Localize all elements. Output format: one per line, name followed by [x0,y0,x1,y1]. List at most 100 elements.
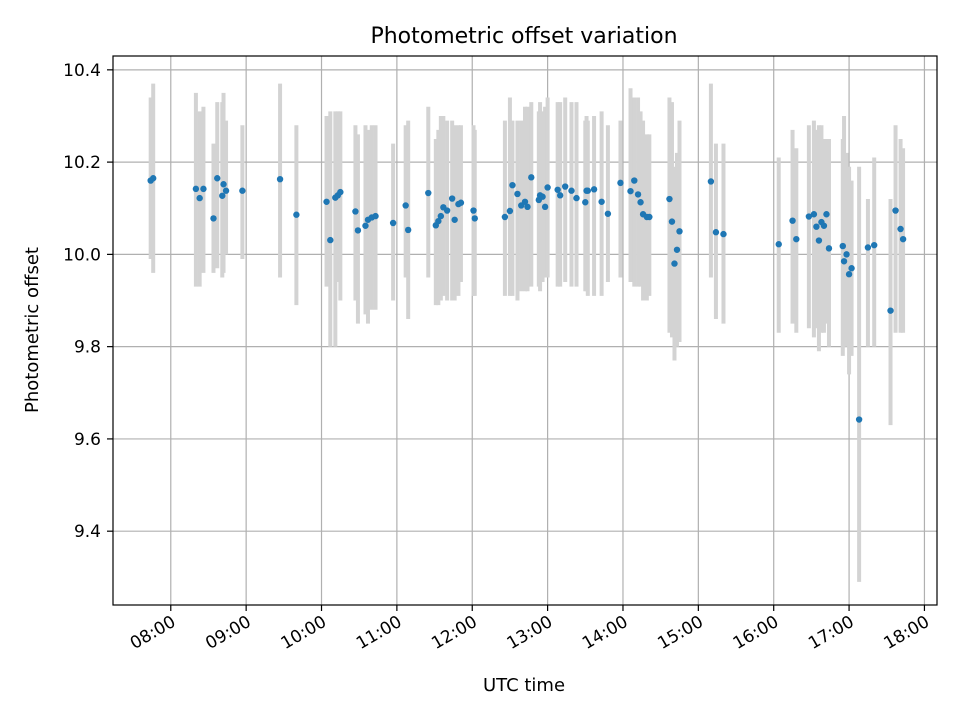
x-tick-label: 09:00 [202,612,254,654]
data-point [219,192,226,199]
data-point [514,190,521,198]
data-point [707,178,715,185]
x-tick-label: 10:00 [278,612,330,654]
x-tick-label: 16:00 [730,612,782,654]
data-point [843,251,850,258]
data-point [870,241,878,249]
data-point [544,184,551,191]
data-point [848,265,855,272]
data-point [598,198,605,205]
data-point [845,271,853,278]
data-point [220,181,227,188]
x-axis-label: UTC time [483,675,565,696]
data-points [147,174,907,423]
data-point [457,199,465,206]
y-tick-label: 10.2 [63,153,101,173]
data-point [637,199,644,206]
data-point [210,215,217,222]
data-point [604,210,612,217]
data-point [323,198,330,205]
data-point [899,235,907,243]
data-point [839,242,846,250]
chart-title: Photometric offset variation [370,24,677,49]
data-point [554,186,561,193]
y-axis-label: Photometric offset [22,247,43,413]
data-point [471,215,478,222]
data-point [793,235,800,243]
data-point [646,213,653,221]
data-point [470,207,477,214]
x-tick-label: 17:00 [805,612,857,654]
data-point [840,258,848,265]
data-point [352,208,359,215]
x-tick-label: 14:00 [579,612,631,654]
data-point [149,175,157,182]
data-point [568,187,575,194]
data-point [805,213,813,220]
data-point [541,203,549,211]
data-point [897,225,904,233]
data-point [720,230,727,238]
data-point [389,219,397,227]
data-point [627,187,634,195]
y-tick-label: 10.4 [63,61,101,81]
data-point [337,188,344,196]
y-tick-label: 9.4 [74,522,101,542]
data-point [582,199,589,206]
data-point [590,186,598,193]
data-point [671,260,678,267]
data-point [668,218,676,225]
data-point [214,175,221,182]
data-point [425,189,432,197]
data-point [506,207,514,215]
data-point [276,175,284,183]
x-tick-label: 13:00 [504,612,556,654]
data-point [448,195,456,202]
y-tick-label: 9.6 [74,430,101,450]
data-point [815,237,823,244]
data-point [820,222,828,229]
data-point [196,194,203,202]
data-point [584,187,592,194]
y-axis: 9.4 9.6 9.8 10.0 10.2 10.4 [63,61,113,542]
data-point [443,207,451,214]
x-tick-label: 11:00 [353,612,405,654]
data-point [200,185,207,193]
data-point [501,213,509,221]
data-point [192,185,200,193]
data-point [789,217,796,224]
data-point [539,193,546,200]
plot-frame [112,55,938,606]
x-tick-label: 08:00 [127,612,179,654]
data-point [293,211,300,218]
data-point [775,241,782,248]
x-tick-label: 18:00 [881,612,933,654]
data-point [823,211,830,218]
data-point [239,187,246,194]
data-point [855,416,863,423]
x-tick-label: 15:00 [654,612,706,654]
data-point [573,194,580,202]
data-point [634,191,642,198]
data-point [362,222,369,229]
data-point [451,216,458,223]
errorbars [148,83,906,582]
data-point [810,211,818,218]
data-point [556,192,564,199]
y-tick-label: 9.8 [74,338,101,358]
data-point [435,217,442,225]
data-point [327,236,334,244]
data-point [437,212,445,220]
data-point [528,174,535,181]
data-point [813,223,820,230]
data-point [825,245,833,252]
data-point [676,228,683,235]
data-point [561,183,569,190]
data-point [712,229,720,236]
data-point [666,195,673,203]
data-point [404,226,412,234]
data-point [617,179,624,187]
data-point [864,244,872,251]
data-point [631,177,638,184]
data-point [524,203,531,211]
